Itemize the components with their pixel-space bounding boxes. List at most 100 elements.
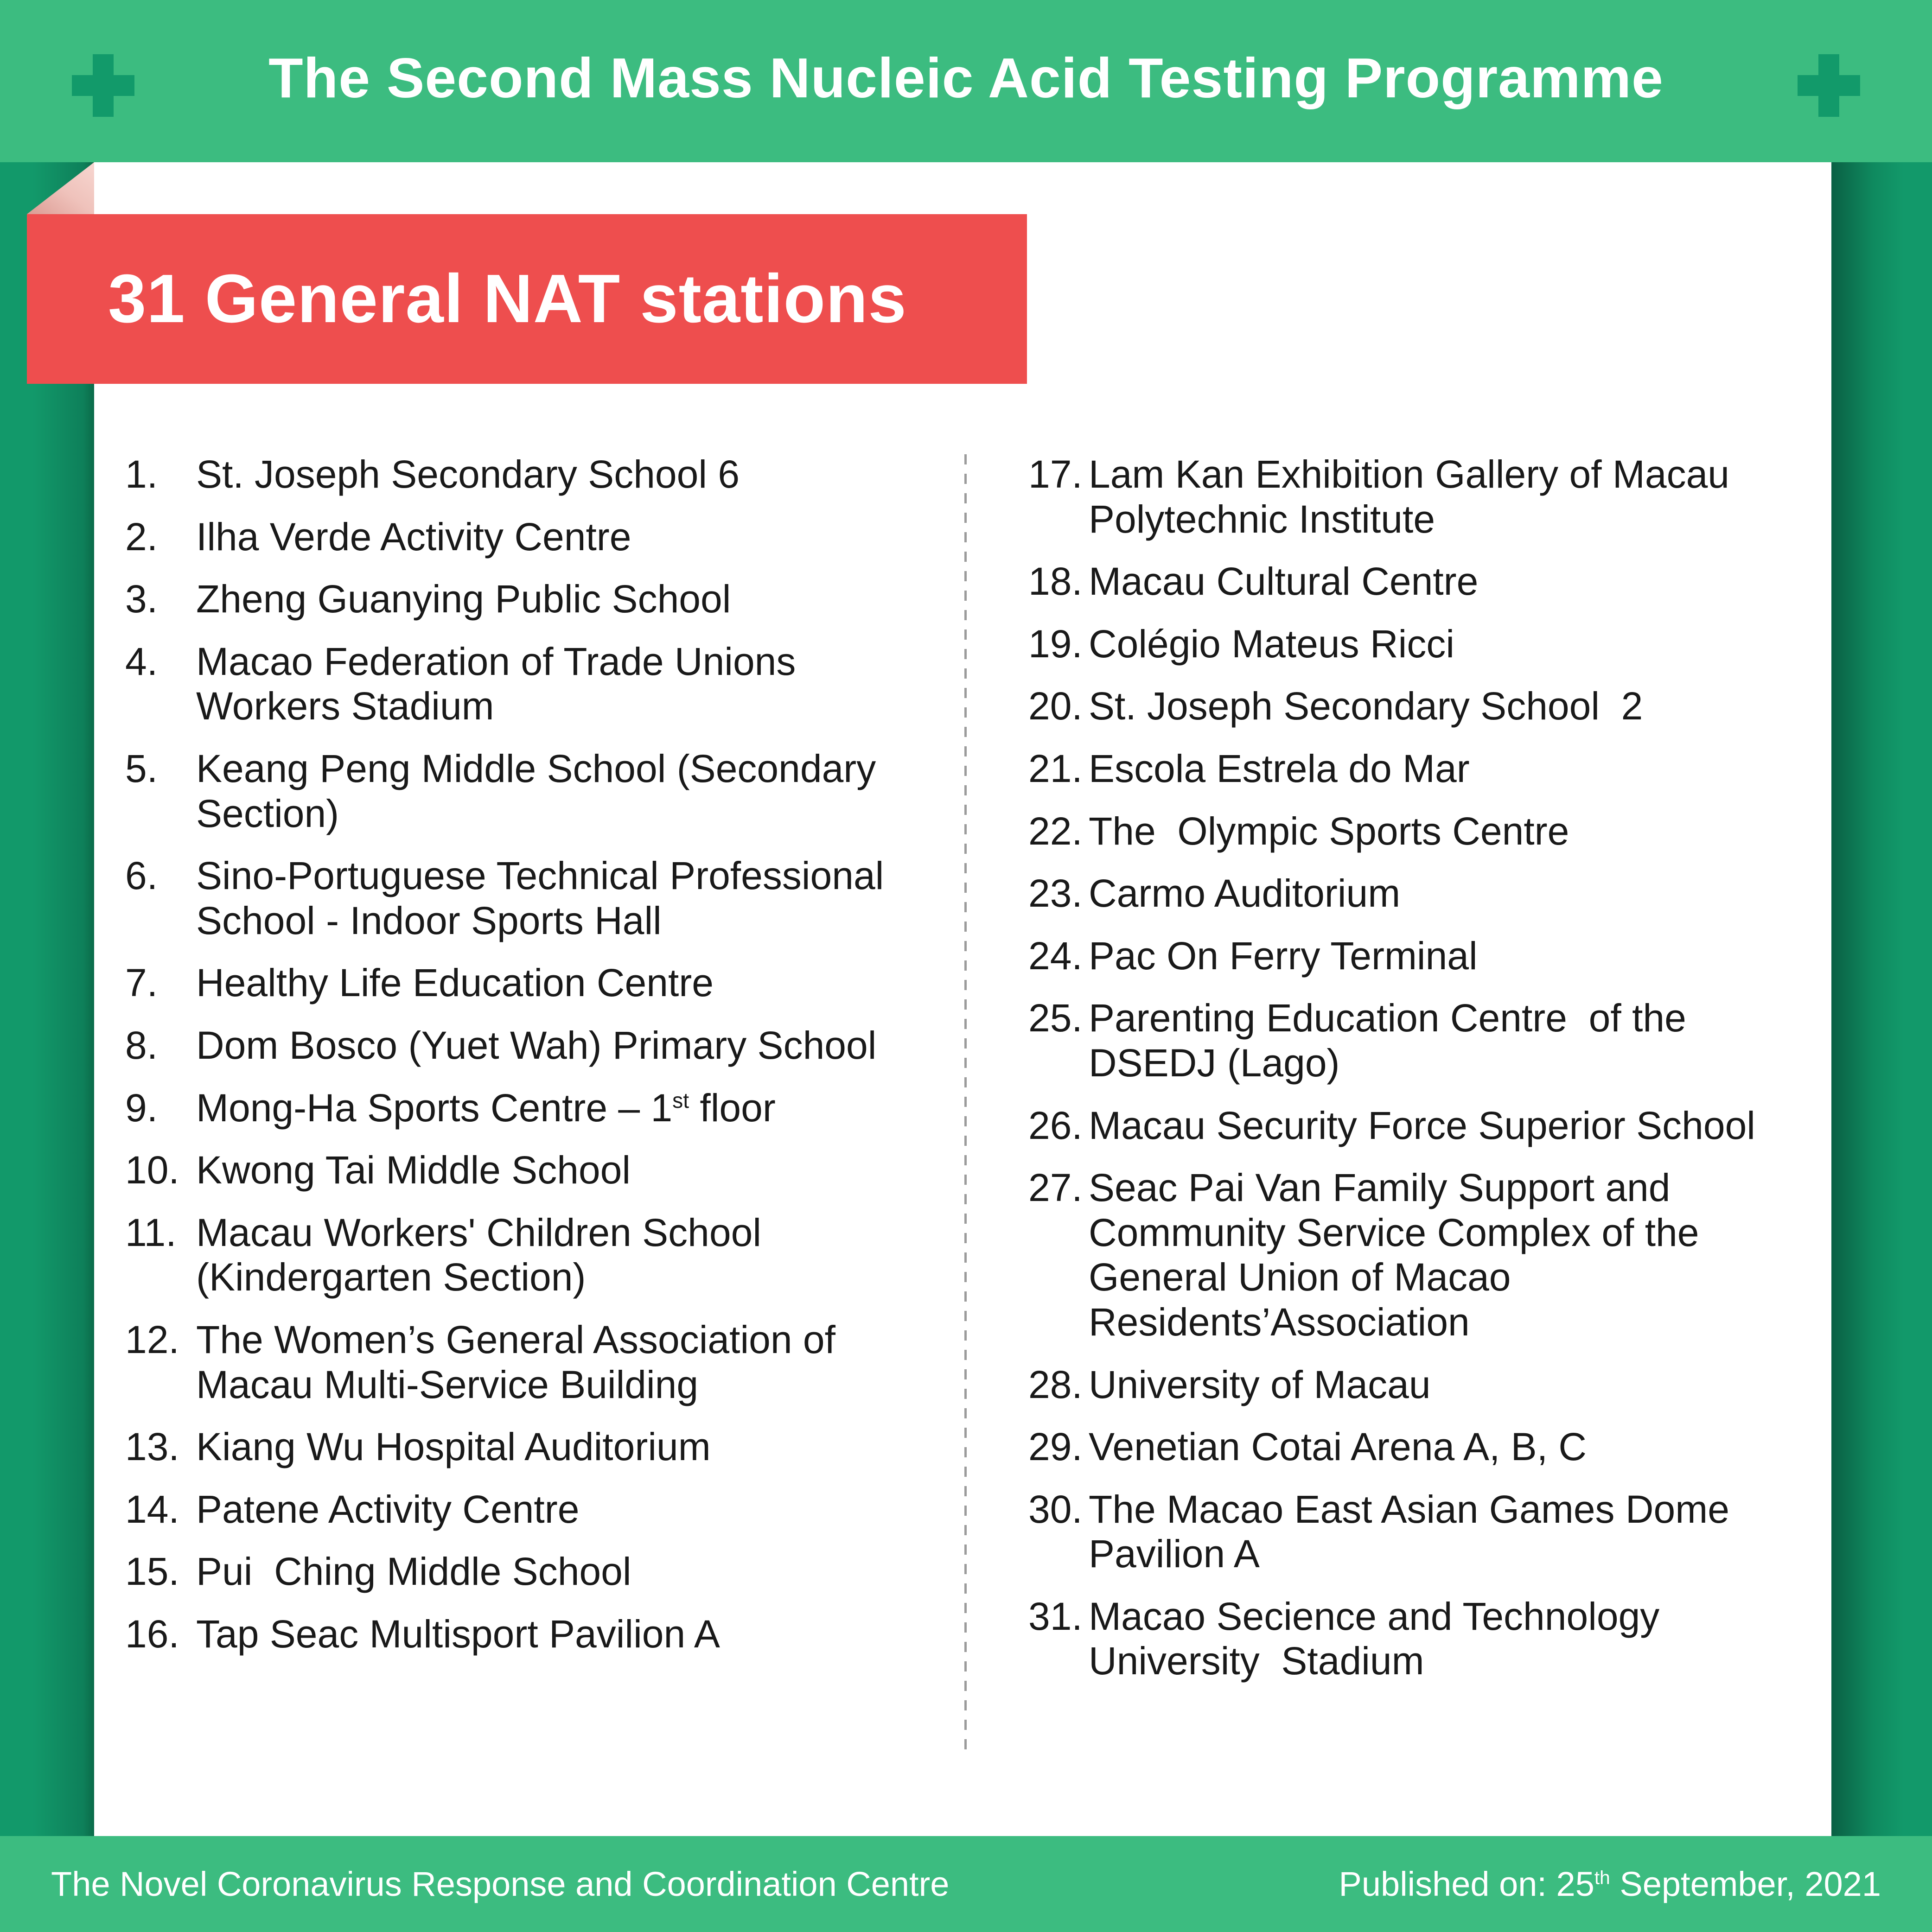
list-item: 16. Tap Seac Multisport Pavilion A [125,1612,934,1657]
item-text: St. Joseph Secondary School 6 [196,452,740,496]
list-item: 2. Ilha Verde Activity Centre [125,515,934,559]
footer-organisation: The Novel Coronavirus Response and Coord… [51,1865,950,1903]
item-number: 26. [1028,1103,1083,1147]
item-number: 12. [125,1317,179,1361]
list-item: 23. Carmo Auditorium [1028,871,1817,916]
item-text: Keang Peng Middle School (Secondary Sect… [196,746,887,835]
item-number: 10. [125,1148,179,1192]
item-text: Macao Secience and Technology University… [1089,1594,1671,1683]
content-card [94,162,1831,1836]
item-number: 15. [125,1550,179,1594]
item-number: 11. [125,1210,177,1254]
item-text: Pui Ching Middle School [196,1550,631,1594]
item-number: 18. [1028,559,1083,604]
item-text: The Macao East Asian Games Dome Pavilion… [1089,1487,1741,1576]
medical-cross-icon [72,54,134,117]
list-item: 10. Kwong Tai Middle School [125,1148,934,1193]
item-number: 6. [125,854,158,898]
list-item: 14. Patene Activity Centre [125,1487,934,1532]
item-text: Pac On Ferry Terminal [1089,934,1478,978]
list-item: 11. Macau Workers' Children School (Kinde… [125,1210,934,1300]
item-number: 3. [125,577,158,621]
station-list-right: 17. Lam Kan Exhibition Gallery of Macau P… [1028,452,1817,1701]
item-number: 29. [1028,1425,1083,1469]
list-item: 27. Seac Pai Van Family Support and Commu… [1028,1165,1817,1344]
section-banner: 31 General NAT stations [27,214,1027,384]
medical-cross-icon [1798,54,1860,117]
item-text: St. Joseph Secondary School 2 [1089,684,1643,728]
item-text: Kiang Wu Hospital Auditorium [196,1425,711,1469]
item-number: 1. [125,452,158,496]
item-text: Lam Kan Exhibition Gallery of Macau Poly… [1089,452,1741,541]
item-number: 20. [1028,684,1083,728]
item-text: Seac Pai Van Family Support and Communit… [1089,1166,1710,1344]
list-item: 21. Escola Estrela do Mar [1028,746,1817,791]
list-item: 26. Macau Security Force Superior School [1028,1103,1817,1148]
list-item: 29. Venetian Cotai Arena A, B, C [1028,1424,1817,1469]
item-number: 7. [125,961,158,1005]
left-margin-shadow [0,162,94,1836]
list-item: 8. Dom Bosco (Yuet Wah) Primary School [125,1023,934,1068]
item-text: Macau Security Force Superior School [1089,1103,1755,1147]
item-text: Mong-Ha Sports Centre – 1st floor [196,1086,776,1130]
item-text: Carmo Auditorium [1089,871,1401,915]
list-item: 20. St. Joseph Secondary School 2 [1028,684,1817,729]
item-text: Parenting Education Centre of the DSEDJ … [1089,996,1697,1085]
list-item: 9. Mong-Ha Sports Centre – 1st floor [125,1086,934,1131]
item-text: Macao Federation of Trade Unions Workers… [196,639,807,728]
list-item: 18. Macau Cultural Centre [1028,559,1817,604]
list-item: 15. Pui Ching Middle School [125,1549,934,1594]
item-number: 28. [1028,1362,1083,1406]
item-number: 30. [1028,1487,1083,1531]
item-text: Macau Cultural Centre [1089,559,1479,604]
item-text: The Olympic Sports Centre [1089,809,1569,853]
list-item: 25. Parenting Education Centre of the DSE… [1028,996,1817,1085]
item-text: Colégio Mateus Ricci [1089,622,1454,666]
item-number: 13. [125,1425,179,1469]
footer-published-date: Published on: 25th September, 2021 [1339,1865,1881,1903]
list-item: 28. University of Macau [1028,1362,1817,1407]
item-number: 31. [1028,1594,1083,1638]
item-text: The Women’s General Association of Macau… [196,1317,847,1406]
list-item: 1. St. Joseph Secondary School 6 [125,452,934,497]
item-number: 21. [1028,746,1083,790]
item-number: 4. [125,639,158,683]
station-list-left: 1. St. Joseph Secondary School 6 2. Ilha Ve… [125,452,934,1674]
list-item: 19. Colégio Mateus Ricci [1028,622,1817,667]
item-number: 19. [1028,622,1083,666]
list-item: 31. Macao Secience and Technology Univers… [1028,1594,1817,1684]
item-text: Venetian Cotai Arena A, B, C [1089,1425,1587,1469]
list-item: 17. Lam Kan Exhibition Gallery of Macau P… [1028,452,1817,541]
list-item: 30. The Macao East Asian Games Dome Pavil… [1028,1487,1817,1576]
list-item: 5. Keang Peng Middle School (Secondary Se… [125,746,934,836]
item-number: 25. [1028,996,1083,1040]
item-text: Sino-Portuguese Technical Professional S… [196,854,895,942]
item-number: 23. [1028,871,1083,915]
item-number: 14. [125,1487,179,1531]
item-text: Escola Estrela do Mar [1089,746,1470,790]
item-number: 8. [125,1023,158,1067]
item-number: 9. [125,1086,158,1130]
right-margin-shadow [1831,162,1932,1836]
item-number: 5. [125,746,158,790]
section-title: 31 General NAT stations [108,261,907,337]
item-number: 27. [1028,1166,1083,1210]
item-text: Macau Workers' Children School (Kinderga… [196,1210,772,1299]
item-text: Healthy Life Education Centre [196,961,714,1005]
item-number: 24. [1028,934,1083,978]
list-item: 24. Pac On Ferry Terminal [1028,934,1817,979]
list-item: 22. The Olympic Sports Centre [1028,809,1817,854]
list-item: 6. Sino-Portuguese Technical Professional… [125,853,934,943]
item-number: 17. [1028,452,1083,496]
item-text: Tap Seac Multisport Pavilion A [196,1612,720,1656]
item-text: Kwong Tai Middle School [196,1148,631,1192]
item-text: Zheng Guanying Public School [196,577,731,621]
item-number: 22. [1028,809,1083,853]
page-title: The Second Mass Nucleic Acid Testing Pro… [268,46,1664,109]
list-item: 7. Healthy Life Education Centre [125,960,934,1005]
list-item: 4. Macao Federation of Trade Unions Worke… [125,639,934,729]
item-text: Patene Activity Centre [196,1487,580,1531]
item-text: Dom Bosco (Yuet Wah) Primary School [196,1023,877,1067]
column-divider [964,454,967,1757]
